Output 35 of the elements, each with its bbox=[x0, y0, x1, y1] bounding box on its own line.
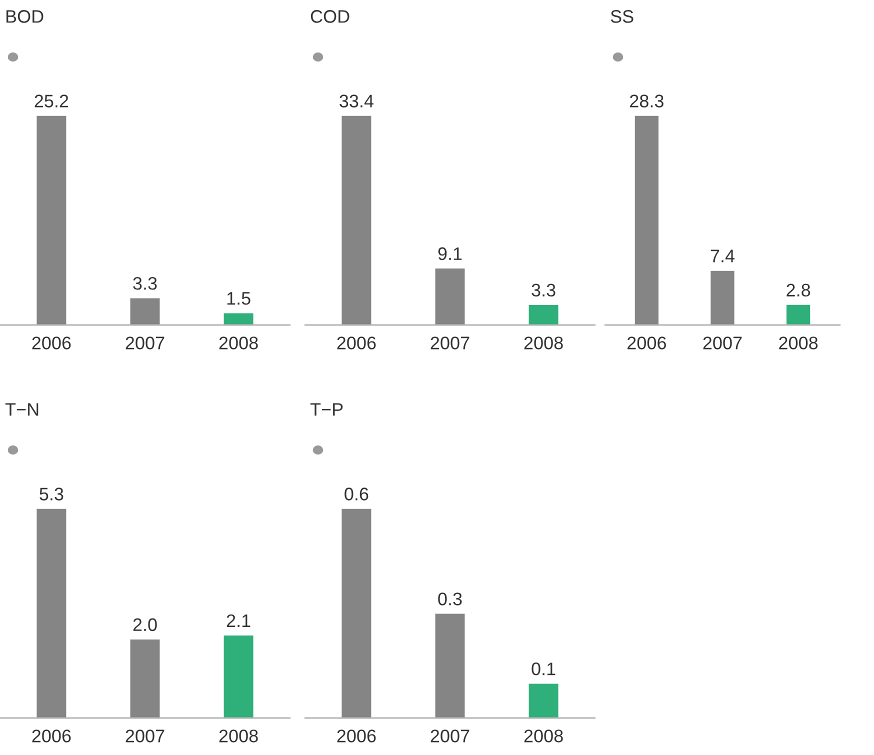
data-label: 3.3 bbox=[532, 284, 556, 297]
data-label: 2.1 bbox=[226, 614, 250, 627]
x-tick-label: 2008 bbox=[779, 336, 818, 350]
chart-title: T−P bbox=[310, 403, 343, 416]
x-tick-label: 2006 bbox=[628, 336, 666, 350]
data-label: 28.3 bbox=[630, 94, 664, 108]
data-label: 25.2 bbox=[34, 94, 68, 108]
x-tick-label: 2007 bbox=[430, 336, 470, 350]
x-tick-label: 2006 bbox=[32, 730, 71, 742]
data-label: 0.1 bbox=[532, 662, 556, 676]
x-tick-label: 2008 bbox=[524, 730, 563, 742]
data-label: 7.4 bbox=[710, 250, 735, 262]
data-label: 0.6 bbox=[344, 488, 368, 500]
x-tick-label: 2007 bbox=[703, 336, 742, 350]
x-tick-label: 2008 bbox=[219, 336, 258, 350]
x-tick-label: 2008 bbox=[219, 730, 258, 742]
x-tick-label: 2007 bbox=[126, 730, 164, 742]
data-label: 0.3 bbox=[438, 592, 462, 606]
chart-title: BOD bbox=[6, 10, 44, 23]
chart-title: COD bbox=[310, 10, 350, 23]
x-tick-label: 2006 bbox=[337, 730, 376, 742]
data-label: 2.0 bbox=[133, 618, 157, 632]
chart-title: T−N bbox=[5, 403, 38, 416]
x-tick-label: 2006 bbox=[32, 336, 71, 350]
x-tick-label: 2007 bbox=[430, 730, 470, 742]
x-tick-label: 2007 bbox=[126, 336, 164, 350]
chart-title: SS bbox=[610, 10, 634, 23]
data-label: 9.1 bbox=[438, 247, 462, 260]
data-label: 5.3 bbox=[40, 488, 64, 500]
data-label: 3.3 bbox=[133, 277, 157, 290]
data-label: 2.8 bbox=[786, 284, 810, 297]
x-tick-label: 2008 bbox=[524, 336, 563, 350]
x-tick-label: 2006 bbox=[337, 336, 376, 350]
data-label: 1.5 bbox=[227, 292, 250, 305]
data-label: 33.4 bbox=[340, 94, 374, 108]
